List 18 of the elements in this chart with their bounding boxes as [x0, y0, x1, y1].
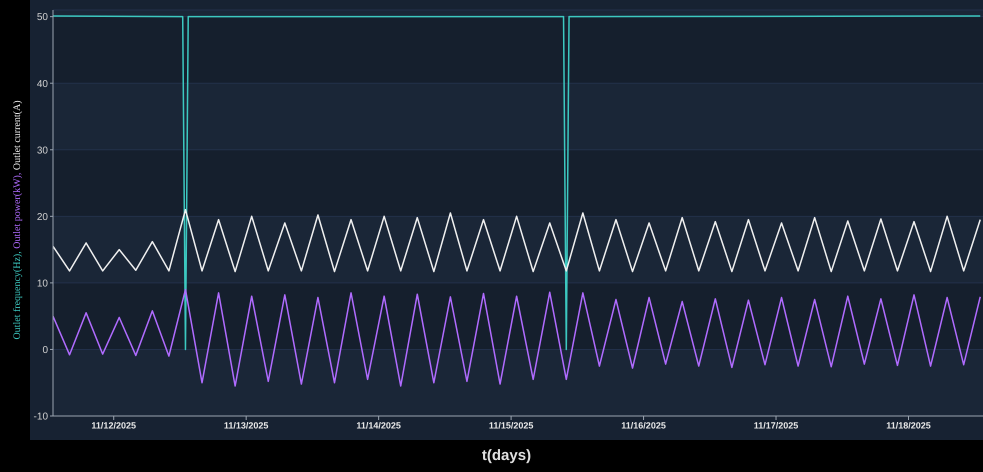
y-tick-label: 10 — [36, 278, 48, 290]
y-tick-label: -10 — [34, 412, 48, 423]
x-tick-label: 11/18/2025 — [886, 420, 931, 430]
x-tick-label: 11/14/2025 — [356, 420, 401, 430]
line-series — [53, 288, 981, 387]
y-tick-label: 0 — [42, 344, 48, 356]
x-tick-label: 11/12/2025 — [91, 420, 136, 430]
x-axis-title: t(days) — [480, 446, 532, 466]
x-tick-label: 11/15/2025 — [488, 420, 534, 430]
x-tick-label: 11/17/2025 — [754, 420, 798, 430]
x-tick-label: 11/13/2025 — [224, 420, 268, 430]
line-series — [53, 208, 981, 272]
y-tick-label: 50 — [36, 12, 48, 24]
y-tick-label: 20 — [36, 212, 48, 223]
y-tick-label: 30 — [36, 145, 48, 156]
y-axis-title: Outlet frequency(Hz), Outlet power(kW), Outlet current(A) — [12, 100, 23, 340]
y-tick-label: 40 — [36, 78, 48, 90]
x-tick-label: 11/16/2025 — [621, 420, 666, 430]
